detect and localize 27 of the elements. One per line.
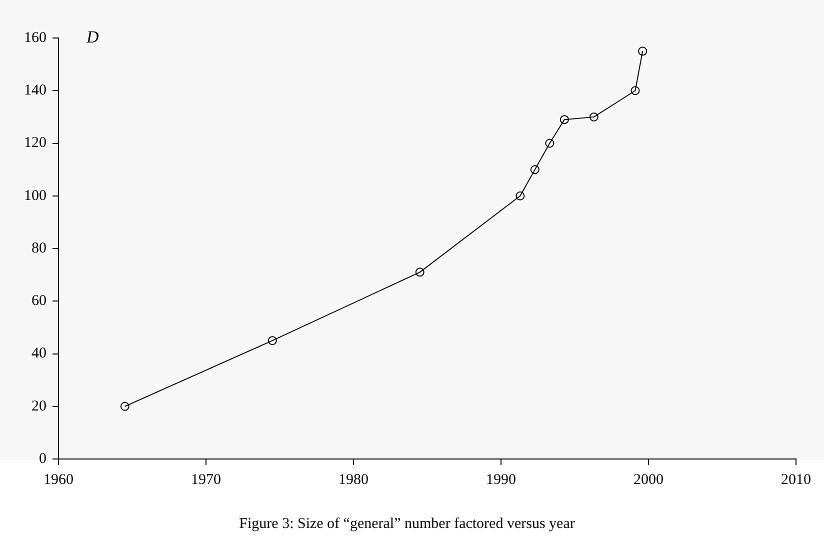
- point: [516, 191, 525, 200]
- y-tick-label: 120: [24, 135, 46, 152]
- point: [560, 115, 569, 124]
- point: [268, 336, 277, 346]
- x-tick-label: 2010: [781, 472, 811, 488]
- y-tick-label: 20: [32, 398, 46, 414]
- x-tick-label: 1980: [338, 472, 368, 488]
- y-tick-label: 40: [32, 346, 46, 362]
- point: [530, 165, 540, 174]
- point: [630, 86, 640, 96]
- y-tick-label: 0: [39, 450, 46, 467]
- y-tick-label: 160: [24, 30, 46, 46]
- y-tick-label: 60: [32, 293, 46, 310]
- text: Figure 3: Size of “general” number factored versus year: [239, 516, 575, 532]
- y-tick-label: 140: [24, 82, 46, 99]
- point: [589, 112, 598, 122]
- point: [638, 46, 648, 56]
- x-tick-label: 2000: [634, 472, 664, 488]
- y-axis-title: D: [86, 27, 100, 46]
- point: [120, 402, 130, 411]
- x-tick-label: 1960: [44, 472, 74, 488]
- point: [415, 268, 424, 277]
- point: [545, 138, 554, 148]
- y-tick-label: 100: [24, 188, 46, 204]
- x-tick-label: 1990: [486, 472, 516, 488]
- x-tick-label: 1970: [191, 472, 221, 488]
- y-tick-label: 80: [32, 240, 46, 256]
